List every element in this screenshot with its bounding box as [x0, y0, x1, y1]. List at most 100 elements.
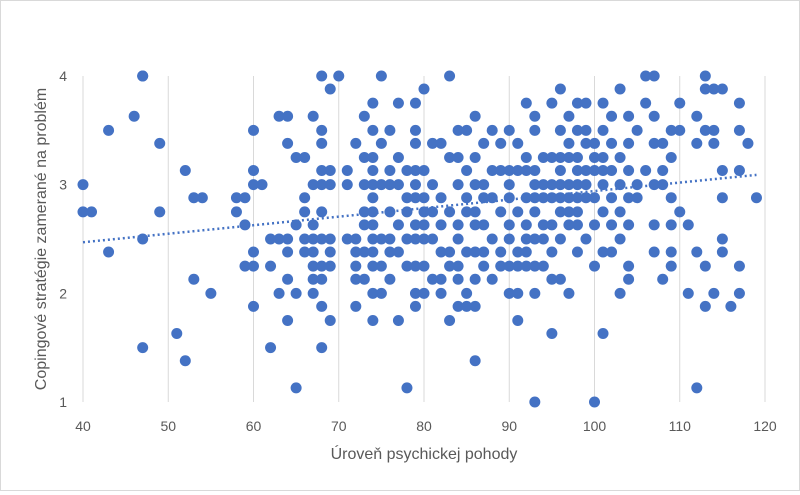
- data-point: [384, 124, 396, 136]
- data-point: [648, 110, 660, 122]
- data-point: [452, 233, 464, 245]
- data-point: [205, 287, 217, 299]
- data-point: [631, 124, 643, 136]
- data-point: [409, 219, 421, 231]
- data-point: [546, 219, 558, 231]
- data-point: [699, 83, 711, 95]
- data-point: [529, 165, 541, 177]
- data-point: [418, 233, 430, 245]
- data-point: [589, 152, 600, 163]
- data-point: [597, 165, 609, 177]
- data-point: [299, 192, 311, 204]
- data-point: [571, 165, 583, 177]
- data-point: [623, 219, 635, 231]
- data-point: [435, 287, 447, 299]
- data-point: [324, 179, 336, 191]
- data-point: [265, 233, 277, 245]
- data-point: [461, 287, 473, 299]
- y-tick-label: 2: [59, 285, 67, 301]
- data-point: [375, 287, 387, 299]
- data-point: [571, 206, 583, 218]
- data-point: [478, 219, 490, 231]
- data-point: [503, 192, 515, 204]
- data-point: [665, 219, 677, 231]
- data-point: [571, 179, 583, 191]
- data-point: [324, 260, 336, 272]
- data-point: [427, 137, 439, 149]
- data-point: [708, 83, 720, 95]
- data-point: [674, 97, 686, 109]
- x-tick-label: 70: [331, 418, 347, 434]
- data-point: [580, 165, 592, 177]
- data-point: [682, 287, 694, 299]
- data-point: [179, 355, 191, 367]
- data-point: [750, 192, 762, 204]
- data-point: [537, 179, 549, 191]
- y-tick-label: 4: [59, 68, 67, 84]
- data-point: [691, 246, 703, 258]
- data-points: [77, 70, 762, 408]
- data-point: [640, 70, 652, 82]
- data-point: [529, 110, 541, 122]
- x-tick-labels: 40 50 60 70 80 90 100 110 120: [75, 418, 777, 434]
- y-tick-label: 1: [59, 394, 67, 410]
- data-point: [529, 192, 541, 204]
- data-point: [435, 192, 447, 204]
- data-point: [597, 246, 609, 258]
- data-point: [648, 137, 660, 149]
- data-point: [486, 124, 498, 136]
- data-point: [350, 233, 362, 245]
- data-point: [409, 192, 421, 204]
- data-point: [409, 137, 421, 149]
- data-point: [435, 273, 447, 285]
- data-point: [290, 152, 302, 163]
- data-point: [546, 273, 558, 285]
- data-point: [307, 219, 319, 231]
- data-point: [452, 179, 464, 191]
- data-point: [418, 83, 430, 95]
- data-point: [358, 273, 370, 285]
- data-point: [580, 124, 592, 136]
- data-point: [495, 246, 507, 258]
- data-point: [486, 233, 498, 245]
- data-point: [316, 342, 328, 354]
- data-point: [316, 165, 328, 177]
- data-point: [478, 192, 490, 204]
- data-point: [478, 179, 490, 191]
- data-point: [674, 124, 686, 136]
- data-point: [350, 246, 362, 258]
- data-point: [733, 124, 745, 136]
- data-point: [597, 97, 609, 109]
- data-point: [554, 206, 566, 218]
- data-point: [691, 382, 703, 394]
- data-point: [665, 192, 677, 204]
- data-point: [392, 246, 404, 258]
- data-point: [733, 97, 745, 109]
- data-point: [290, 287, 302, 299]
- data-point: [742, 137, 754, 149]
- data-point: [137, 233, 149, 245]
- data-point: [554, 83, 566, 95]
- data-point: [571, 192, 583, 204]
- data-point: [580, 192, 592, 204]
- data-point: [444, 260, 456, 272]
- data-point: [435, 219, 447, 231]
- data-point: [418, 260, 430, 272]
- data-point: [614, 287, 626, 299]
- data-point: [537, 152, 549, 163]
- data-point: [503, 179, 515, 191]
- data-point: [657, 165, 669, 177]
- data-point: [86, 206, 98, 218]
- data-point: [375, 260, 387, 272]
- data-point: [179, 165, 191, 177]
- data-point: [537, 233, 549, 245]
- data-point: [478, 246, 490, 258]
- data-point: [495, 260, 507, 272]
- data-point: [648, 219, 660, 231]
- data-point: [623, 192, 635, 204]
- data-point: [367, 97, 379, 109]
- data-point: [469, 152, 481, 163]
- data-point: [452, 219, 464, 231]
- data-point: [367, 179, 379, 191]
